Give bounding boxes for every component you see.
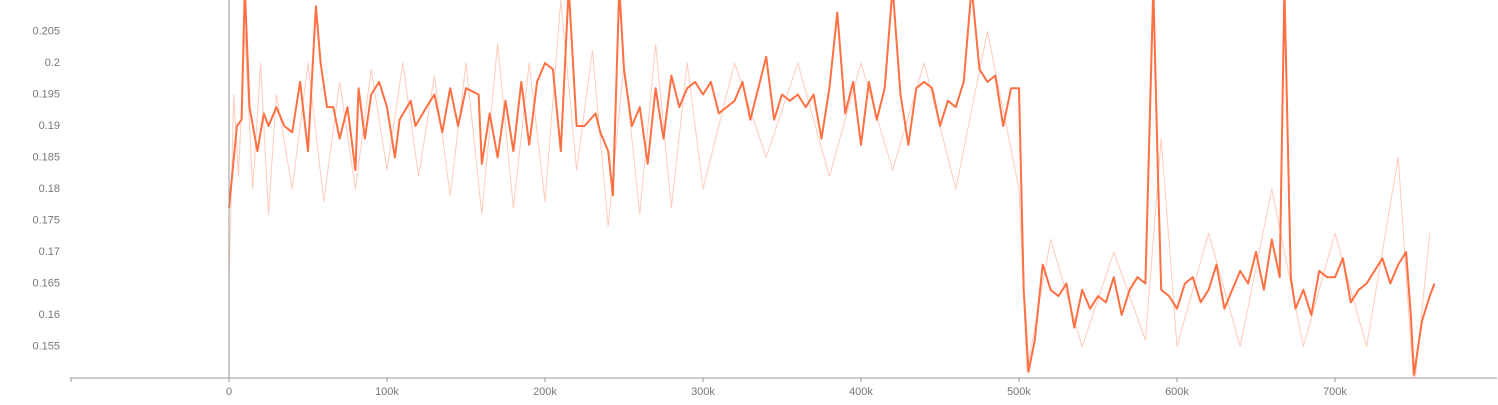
y-tick-label: 0.17 (39, 246, 60, 258)
y-tick-label: 0.155 (32, 340, 60, 352)
x-tick-label: 400k (849, 386, 873, 398)
y-tick-label: 0.195 (32, 88, 60, 100)
x-tick-label: 600k (1165, 386, 1189, 398)
y-tick-label: 0.175 (32, 214, 60, 226)
y-tick-label: 0.16 (39, 309, 60, 321)
y-tick-label: 0.18 (39, 183, 60, 195)
y-tick-label: 0.19 (39, 120, 60, 132)
series-line (228, 0, 1431, 378)
x-tick-label: 100k (375, 386, 399, 398)
plot-area (228, 0, 1436, 378)
y-tick-label: 0.165 (32, 277, 60, 289)
y-tick-label: 0.2 (45, 57, 60, 69)
y-tick-label: 0.185 (32, 151, 60, 163)
x-tick-label: 200k (533, 386, 557, 398)
y-tick-label: 0.205 (32, 25, 60, 37)
x-tick-label: 0 (226, 386, 232, 398)
series-line (228, 0, 1436, 376)
x-tick-label: 500k (1007, 386, 1031, 398)
x-tick-label: 300k (691, 386, 715, 398)
x-tick-label: 700k (1323, 386, 1347, 398)
